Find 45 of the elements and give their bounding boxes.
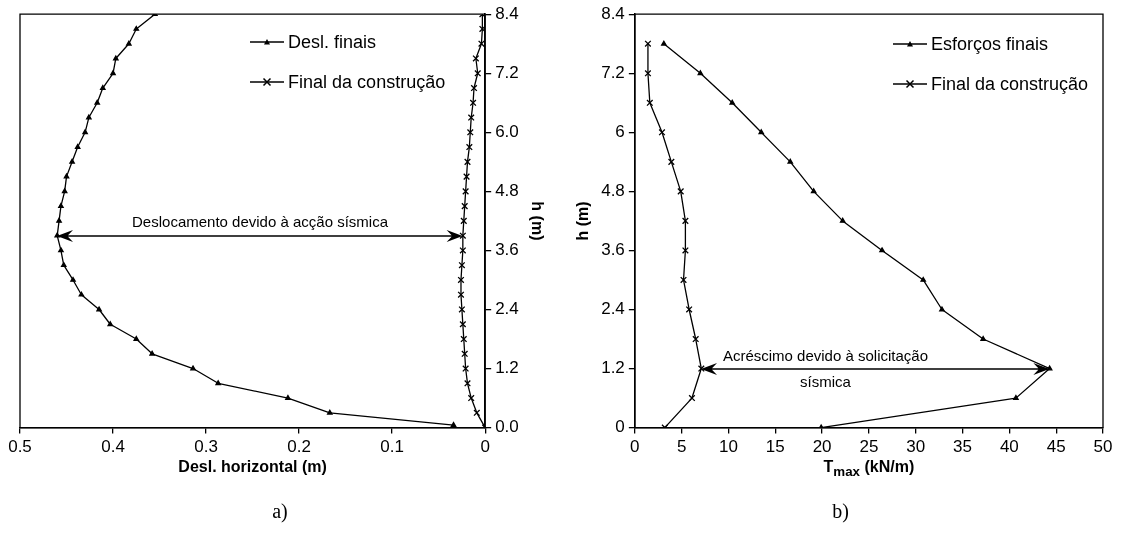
x-tick-label: 25 xyxy=(859,437,879,457)
x-tick-label: 0.5 xyxy=(8,437,32,457)
legend-label: Desl. finais xyxy=(287,31,378,55)
annotation: Acréscimo devido à solicitação sísmica xyxy=(721,345,929,392)
y-tick-label: 2.4 xyxy=(601,299,625,319)
y-tick-label: 3.6 xyxy=(601,240,625,260)
x-tick-label: 40 xyxy=(999,437,1019,457)
x-tick-label: 0.3 xyxy=(194,437,218,457)
y-tick-label: 0.0 xyxy=(495,417,519,437)
x-tick-label: 0.4 xyxy=(101,437,125,457)
annotation: Deslocamento devido à acção sísmica xyxy=(131,211,389,232)
y-axis-title: h (m) xyxy=(574,201,592,241)
y-tick-label: 8.4 xyxy=(495,3,519,23)
y-axis-title: h (m) xyxy=(528,201,546,241)
y-tick-label: 8.4 xyxy=(601,3,625,23)
x-tick-label: 15 xyxy=(765,437,785,457)
y-tick-label: 2.4 xyxy=(495,299,519,319)
x-tick-label: 30 xyxy=(906,437,926,457)
text: b) xyxy=(831,500,850,523)
x-tick-label: 20 xyxy=(812,437,832,457)
x-tick-label: 45 xyxy=(1046,437,1066,457)
legend-label: Esforços finais xyxy=(929,33,1049,57)
x-tick-label: 0.1 xyxy=(380,437,404,457)
legend-label: Final da construção xyxy=(287,71,446,95)
y-tick-label: 1.2 xyxy=(495,358,519,378)
y-tick-label: 6 xyxy=(615,122,625,141)
x-tick-label: 0.2 xyxy=(287,437,311,457)
x-axis-title: T$_{max}$ (kN/m) xyxy=(822,458,916,480)
y-tick-label: 1.2 xyxy=(601,358,625,378)
y-tick-label: 0 xyxy=(615,417,625,437)
x-tick-label: 10 xyxy=(719,437,738,457)
x-tick-label: 50 xyxy=(1093,437,1113,457)
x-axis-title: Desl. horizontal (m) xyxy=(177,458,328,476)
y-tick-label: 6.0 xyxy=(495,122,519,141)
y-tick-label: 7.2 xyxy=(495,62,519,82)
y-tick-label: 7.2 xyxy=(601,62,625,82)
y-tick-label: 3.6 xyxy=(495,240,519,260)
text: a) xyxy=(271,500,289,523)
y-tick-label: 4.8 xyxy=(601,181,625,201)
x-tick-label: 35 xyxy=(953,437,973,457)
y-tick-label: 4.8 xyxy=(495,181,519,201)
x-tick-label: 5 xyxy=(676,437,687,457)
legend-label: Final da construção xyxy=(929,73,1088,97)
x-tick-label: 0 xyxy=(480,437,490,457)
x-tick-label: 0 xyxy=(630,437,640,457)
